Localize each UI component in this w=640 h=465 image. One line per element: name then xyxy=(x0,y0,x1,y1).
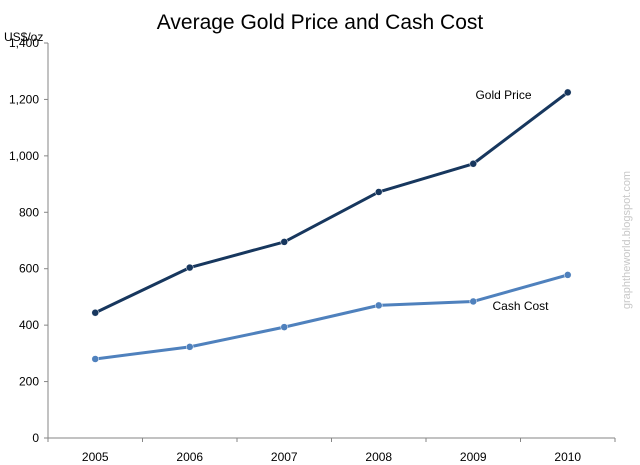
chart-title: Average Gold Price and Cash Cost xyxy=(157,11,484,34)
cash-cost-point xyxy=(91,355,99,363)
x-ticks: 2005 2006 2007 2008 2009 2010 xyxy=(47,438,616,464)
gold-price-point xyxy=(469,160,477,168)
gold-price-label: Gold Price xyxy=(475,88,531,102)
y-tick-label: 1,000 xyxy=(9,149,39,163)
cash-cost-line xyxy=(95,273,569,361)
series-labels: Gold Price Cash Cost xyxy=(475,88,549,313)
cash-cost-label: Cash Cost xyxy=(492,299,549,313)
cash-cost-point xyxy=(469,297,477,306)
gold-price-point xyxy=(91,308,99,317)
axes xyxy=(47,43,615,439)
x-tick-label: 2010 xyxy=(554,450,581,464)
gold-price-point xyxy=(280,238,288,246)
x-tick-label: 2007 xyxy=(271,450,298,464)
cash-cost-point xyxy=(280,323,288,331)
y-tick-label: 0 xyxy=(32,431,39,445)
x-tick-label: 2008 xyxy=(365,450,392,464)
y-tick-label: 800 xyxy=(19,205,39,219)
y-unit-label: US$/oz xyxy=(4,30,43,44)
cash-cost-point xyxy=(375,301,383,310)
x-tick-label: 2005 xyxy=(82,450,109,464)
y-tick-label: 600 xyxy=(19,262,39,276)
y-tick-label: 1,400 xyxy=(9,36,39,50)
x-tick-label: 2009 xyxy=(460,450,487,464)
series-group xyxy=(91,88,572,363)
gold-price-line xyxy=(94,91,569,315)
y-tick-label: 400 xyxy=(19,318,39,332)
cash-cost-point xyxy=(564,271,572,279)
y-ticks: 0 200 400 600 800 1,000 1,200 1,400 xyxy=(9,36,48,445)
y-tick-label: 200 xyxy=(19,375,39,389)
gold-price-point xyxy=(375,188,383,196)
watermark-text: graphtheworld.blogspot.com xyxy=(621,171,633,309)
gold-price-point xyxy=(186,263,194,272)
cash-cost-point xyxy=(186,343,194,351)
y-tick-label: 1,200 xyxy=(9,92,39,106)
gold-price-point xyxy=(564,88,572,97)
x-tick-label: 2006 xyxy=(176,450,203,464)
